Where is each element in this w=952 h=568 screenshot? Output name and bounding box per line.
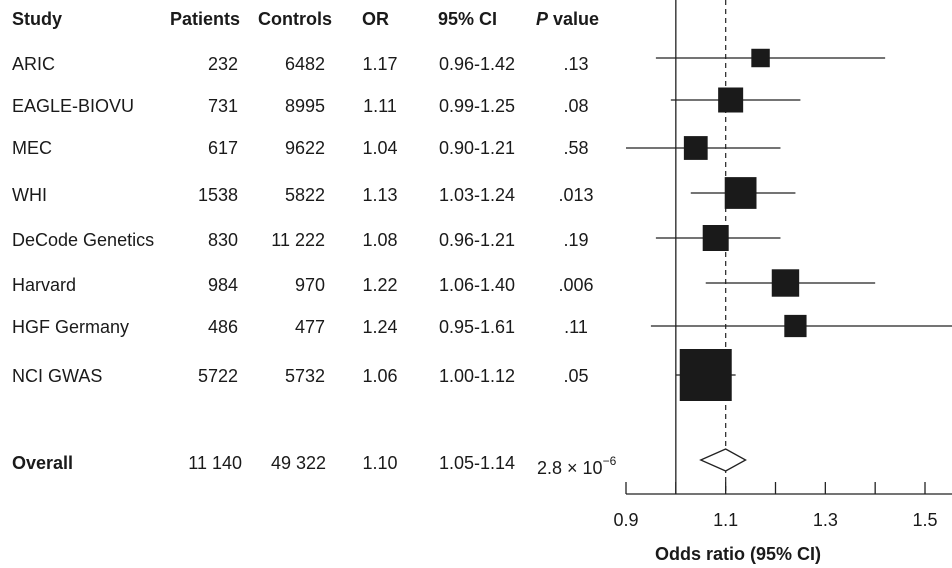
controls-value: 9622	[284, 138, 325, 158]
ci-value: 1.00-1.12	[438, 366, 516, 386]
study-name: WHI	[12, 185, 47, 205]
study-name: NCI GWAS	[12, 366, 103, 386]
x-tick-label: 0.9	[613, 510, 638, 530]
or-value: 1.24	[362, 317, 398, 337]
header-study: Study	[12, 9, 63, 29]
patients-value: 232	[207, 54, 238, 74]
p-value: .013	[558, 185, 594, 205]
overall-diamond	[699, 448, 747, 472]
header-p-rest: value	[548, 9, 600, 29]
patients-value: 617	[207, 138, 238, 158]
or-value: 1.13	[362, 185, 398, 205]
header-ci: 95% CI	[438, 9, 498, 29]
ci-value: 0.90-1.21	[438, 138, 516, 158]
patients-value: 984	[207, 275, 238, 295]
controls-value: 5822	[284, 185, 325, 205]
ci-value: 1.03-1.24	[438, 185, 516, 205]
p-value: .08	[563, 96, 589, 116]
or-value: 1.06	[362, 366, 398, 386]
or-point-square	[683, 136, 708, 160]
patients-value: 731	[207, 96, 238, 116]
p-value: .05	[563, 366, 589, 386]
overall-ci: 1.05-1.14	[438, 453, 516, 473]
header-p-value: P value	[536, 8, 599, 30]
or-value: 1.11	[363, 96, 397, 116]
controls-value: 8995	[284, 96, 325, 116]
header-patients: Patients	[170, 9, 241, 29]
overall-controls: 49 322	[270, 453, 326, 473]
patients-value: 830	[207, 230, 238, 250]
patients-value: 1538	[197, 185, 238, 205]
ci-value: 1.06-1.40	[438, 275, 516, 295]
or-value: 1.22	[362, 275, 398, 295]
x-tick-label: 1.5	[912, 510, 937, 530]
header-or: OR	[362, 9, 389, 29]
controls-value: 970	[294, 275, 325, 295]
p-value: .58	[563, 138, 589, 158]
p-value: .11	[564, 317, 588, 337]
or-value: 1.04	[362, 138, 398, 158]
x-axis-label: Odds ratio (95% CI)	[655, 544, 821, 564]
or-point-square	[702, 225, 729, 251]
overall-patients: 11 140	[188, 453, 242, 473]
or-point-square	[679, 349, 732, 401]
study-name: Harvard	[12, 275, 77, 295]
ci-value: 0.96-1.21	[438, 230, 516, 250]
header-p-italic: P	[536, 9, 549, 29]
patients-value: 486	[207, 317, 238, 337]
ci-value: 0.96-1.42	[438, 54, 516, 74]
x-axis-ticks: 0.9 1.1 1.3 1.5	[613, 482, 938, 530]
overall-p-base: 2.8 × 10	[537, 458, 603, 478]
study-name: MEC	[12, 138, 52, 158]
or-value: 1.17	[362, 54, 398, 74]
x-tick-label: 1.3	[813, 510, 838, 530]
study-name: HGF Germany	[12, 317, 130, 337]
or-point-square	[784, 314, 807, 338]
p-value: .13	[563, 54, 589, 74]
controls-value: 11 222	[271, 230, 325, 250]
overall-label: Overall	[12, 453, 74, 473]
p-value: .006	[558, 275, 594, 295]
study-name: ARIC	[12, 54, 56, 74]
controls-value: 477	[294, 317, 325, 337]
study-name: DeCode Genetics	[12, 230, 155, 250]
or-point-square	[751, 48, 770, 68]
header-controls: Controls	[258, 9, 332, 29]
or-point-square	[718, 87, 744, 113]
controls-value: 6482	[284, 54, 325, 74]
overall-p-exponent: −6	[602, 454, 617, 468]
ci-value: 0.99-1.25	[438, 96, 516, 116]
overall-p-value: 2.8 × 10−6	[537, 452, 616, 479]
p-value: .19	[563, 230, 589, 250]
or-value: 1.08	[362, 230, 398, 250]
study-name: EAGLE-BIOVU	[12, 96, 135, 116]
or-point-square	[771, 269, 800, 297]
controls-value: 5732	[284, 366, 325, 386]
x-tick-label: 1.1	[713, 510, 738, 530]
study-estimates	[626, 48, 952, 401]
ci-value: 0.95-1.61	[438, 317, 516, 337]
overall-or: 1.10	[362, 453, 398, 473]
patients-value: 5722	[197, 366, 238, 386]
or-point-square	[724, 177, 757, 209]
